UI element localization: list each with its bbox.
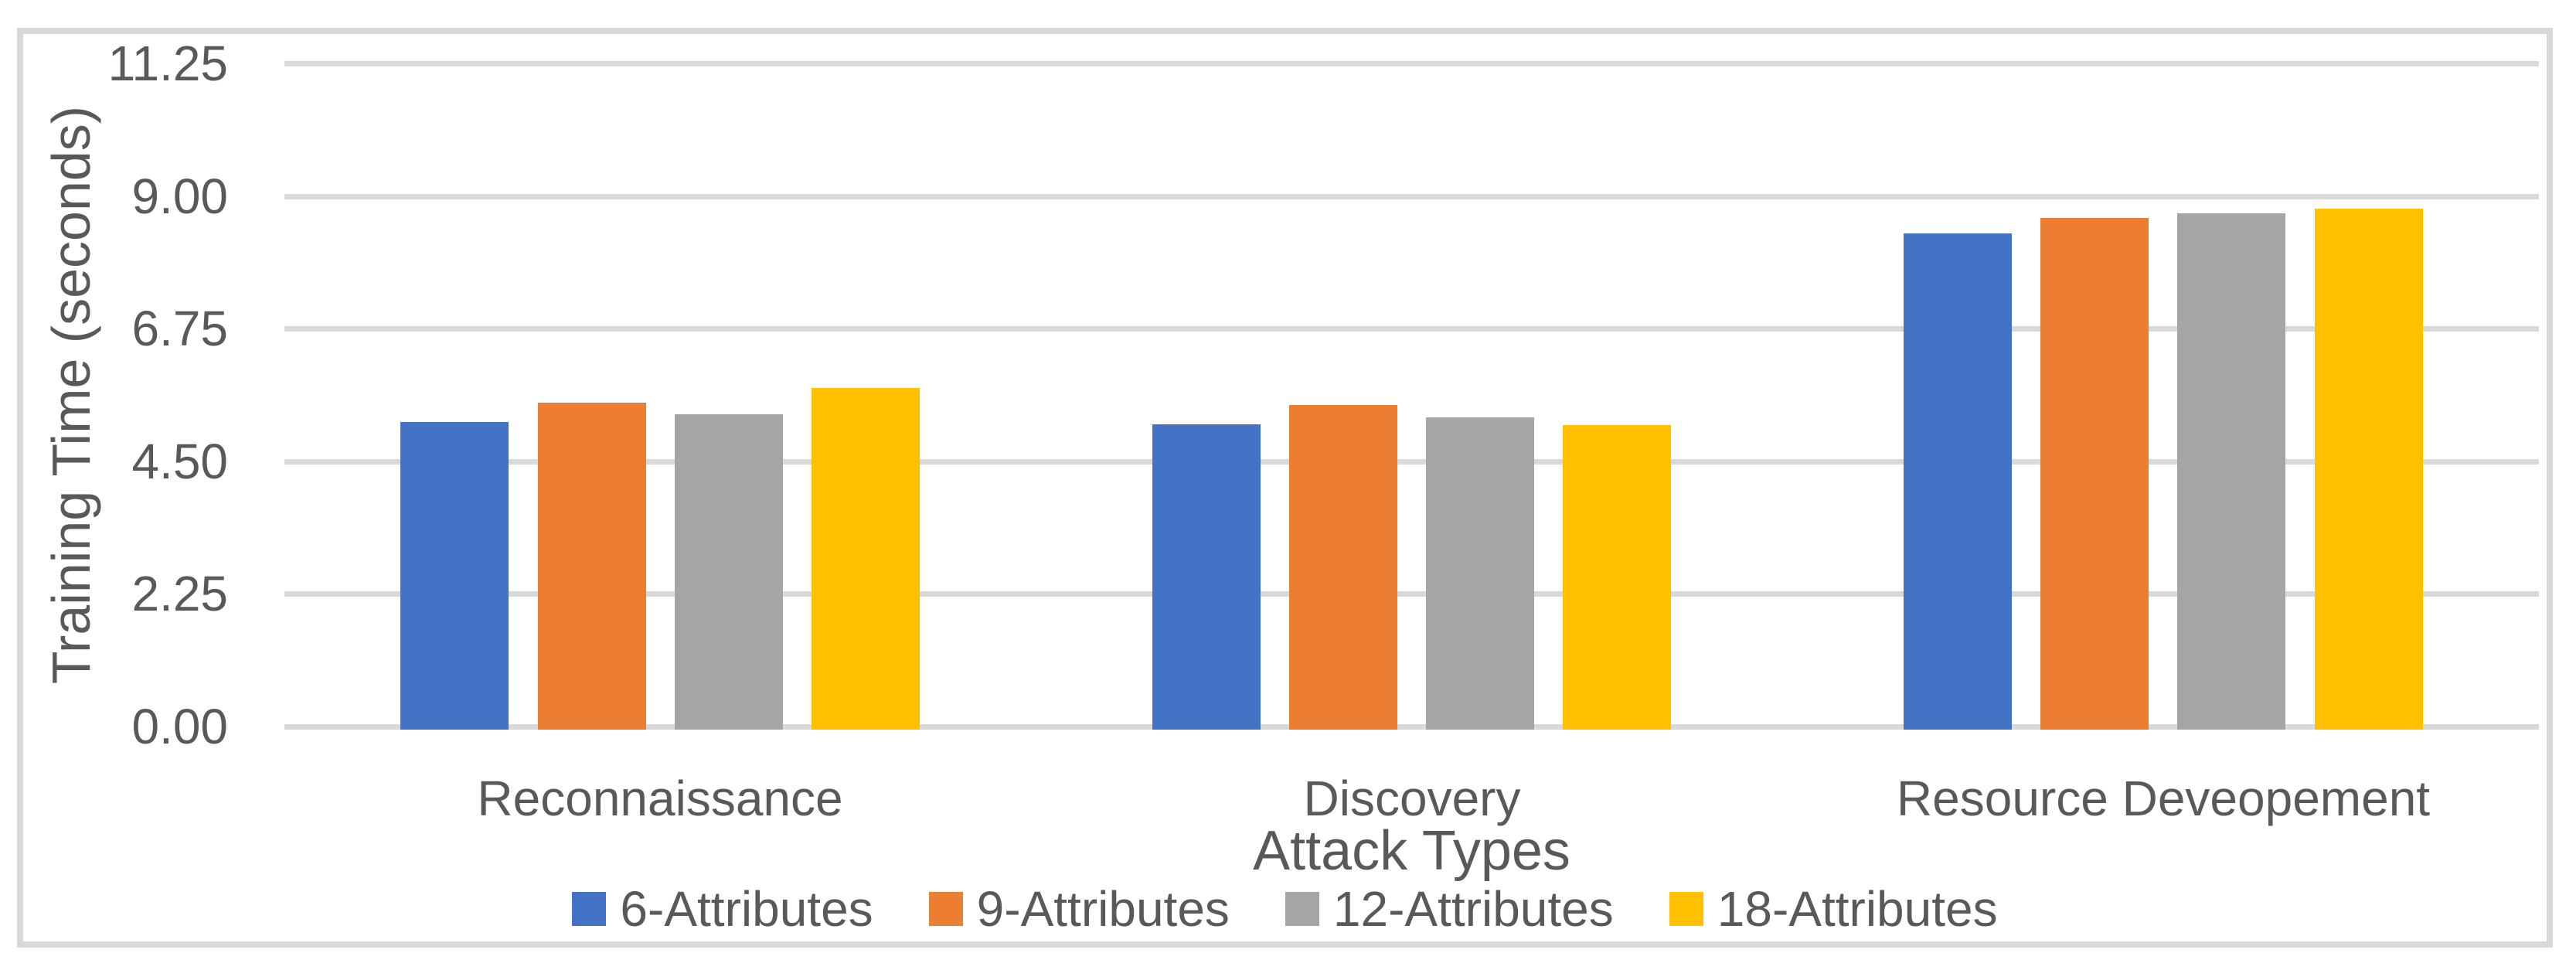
y-tick-label: 2.25 <box>131 566 228 621</box>
bar-18-Attributes-Resource Deveopement <box>2315 209 2423 730</box>
y-tick-label: 4.50 <box>131 434 228 489</box>
bar-9-Attributes-Reconnaissance <box>538 403 646 730</box>
bar-12-Attributes-Discovery <box>1426 417 1534 730</box>
legend-label: 18-Attributes <box>1717 881 1998 937</box>
bar-12-Attributes-Reconnaissance <box>675 414 783 730</box>
gridline <box>284 326 2539 332</box>
legend-swatch-icon <box>1669 892 1703 926</box>
gridline <box>284 724 2539 730</box>
bar-9-Attributes-Discovery <box>1289 405 1397 730</box>
bar-6-Attributes-Discovery <box>1152 424 1261 730</box>
gridline <box>284 459 2539 465</box>
legend-item-18-Attributes: 18-Attributes <box>1669 881 1998 937</box>
legend: 6-Attributes 9-Attributes 12-Attributes 18-… <box>17 881 2553 937</box>
gridline <box>284 61 2539 66</box>
x-category-label: Discovery <box>1303 771 1521 826</box>
gridline <box>284 194 2539 199</box>
bar-18-Attributes-Reconnaissance <box>812 388 920 730</box>
x-axis-title: Attack Types <box>1253 820 1570 882</box>
legend-swatch-icon <box>1285 892 1319 926</box>
bar-6-Attributes-Resource Deveopement <box>1904 233 2012 730</box>
bar-6-Attributes-Reconnaissance <box>400 422 509 730</box>
y-tick-label: 9.00 <box>131 168 228 224</box>
legend-item-6-Attributes: 6-Attributes <box>572 881 873 937</box>
legend-swatch-icon <box>928 892 963 926</box>
bar-12-Attributes-Resource Deveopement <box>2177 213 2285 730</box>
legend-item-12-Attributes: 12-Attributes <box>1285 881 1614 937</box>
y-tick-label: 0.00 <box>131 699 228 754</box>
x-category-label: Reconnaissance <box>477 771 843 826</box>
y-tick-label: 11.25 <box>107 36 228 91</box>
legend-label: 6-Attributes <box>620 881 873 937</box>
y-axis-title-text: Training Time (seconds) <box>41 105 101 685</box>
legend-item-9-Attributes: 9-Attributes <box>928 881 1230 937</box>
legend-label: 9-Attributes <box>976 881 1230 937</box>
legend-swatch-icon <box>572 892 607 926</box>
bar-9-Attributes-Resource Deveopement <box>2040 218 2149 730</box>
legend-label: 12-Attributes <box>1332 881 1614 937</box>
gridline <box>284 591 2539 597</box>
bar-18-Attributes-Discovery <box>1563 425 1671 730</box>
y-tick-label: 6.75 <box>131 301 228 356</box>
x-category-label: Resource Deveopement <box>1896 771 2431 826</box>
